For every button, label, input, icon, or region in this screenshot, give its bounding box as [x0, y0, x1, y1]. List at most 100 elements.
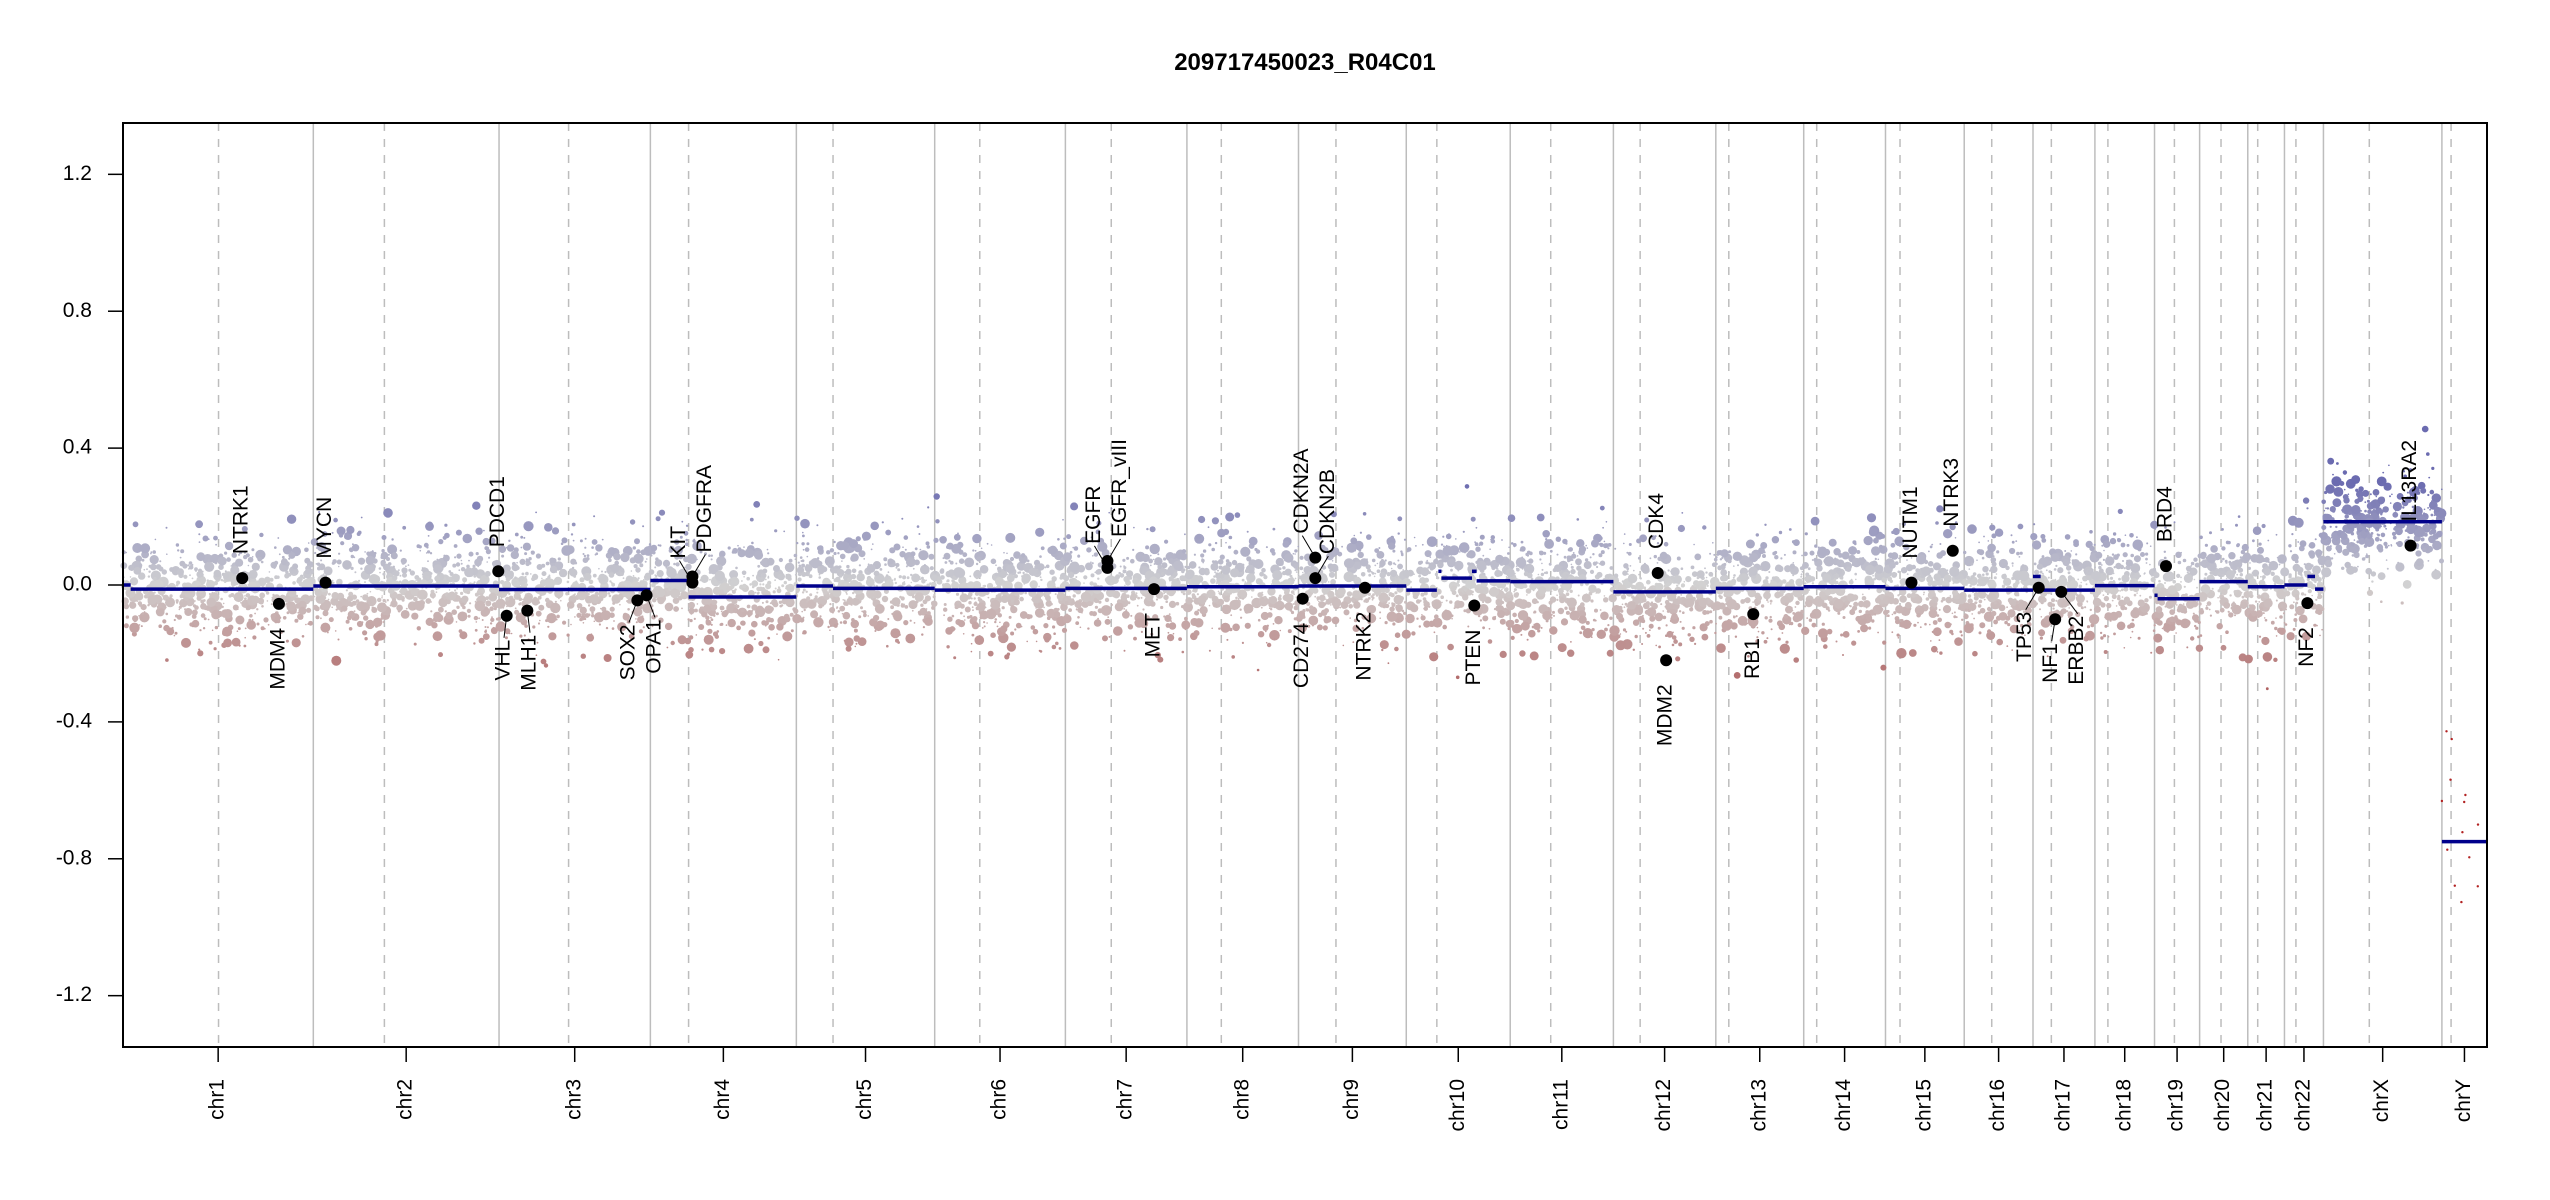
- probe-point: [1030, 625, 1036, 630]
- probe-point: [1721, 556, 1724, 559]
- probe-point: [1308, 615, 1319, 626]
- probe-point: [995, 564, 997, 566]
- probe-point: [411, 612, 419, 620]
- probe-point: [353, 610, 356, 612]
- probe-point: [1230, 568, 1240, 578]
- probe-point: [695, 634, 698, 636]
- probe-point: [1744, 597, 1751, 604]
- probe-point: [1003, 551, 1005, 554]
- probe-point: [995, 577, 1004, 586]
- probe-point: [895, 562, 900, 568]
- probe-point: [1314, 531, 1324, 540]
- probe-point: [1403, 538, 1407, 541]
- probe-point: [1556, 553, 1559, 556]
- probe-point: [401, 567, 408, 574]
- probe-point: [1374, 572, 1377, 575]
- probe-point: [1867, 579, 1874, 585]
- probe-point: [640, 549, 647, 556]
- probe-point: [687, 618, 690, 621]
- probe-point: [1108, 511, 1110, 514]
- probe-point: [1477, 614, 1481, 618]
- probe-point: [1585, 620, 1590, 625]
- probe-point: [251, 562, 260, 571]
- probe-point: [841, 612, 844, 615]
- probe-point: [842, 611, 851, 620]
- probe-point: [539, 612, 542, 615]
- probe-point: [286, 611, 290, 615]
- probe-point: [997, 568, 1002, 573]
- probe-point: [1771, 576, 1776, 581]
- probe-point: [1858, 609, 1863, 614]
- probe-point: [1508, 546, 1510, 549]
- probe-point: [898, 575, 902, 579]
- probe-point: [570, 623, 572, 626]
- probe-point: [1034, 565, 1039, 570]
- probe-point: [974, 549, 977, 552]
- probe-point: [1107, 616, 1110, 619]
- probe-point: [384, 615, 387, 618]
- probe-point: [413, 596, 418, 602]
- probe-point: [519, 602, 522, 604]
- probe-point: [382, 621, 385, 623]
- probe-point: [1525, 601, 1532, 608]
- probe-point: [234, 598, 236, 601]
- probe-point: [1800, 575, 1803, 578]
- probe-point: [1110, 603, 1113, 607]
- probe-point: [1709, 610, 1713, 614]
- probe-point: [1615, 640, 1626, 651]
- probe-point: [570, 533, 574, 536]
- probe-point: [759, 583, 762, 586]
- probe-point: [1104, 606, 1107, 608]
- probe-point: [1311, 612, 1313, 615]
- probe-point: [387, 570, 389, 573]
- probe-point: [808, 574, 813, 579]
- probe-point: [396, 605, 402, 611]
- probe-point: [1752, 563, 1755, 565]
- probe-point: [1222, 606, 1230, 614]
- probe-point: [1675, 656, 1681, 662]
- probe-point: [543, 663, 549, 668]
- probe-point: [716, 630, 720, 633]
- probe-point: [414, 600, 425, 611]
- probe-point: [910, 573, 913, 577]
- probe-point: [1693, 584, 1697, 587]
- probe-point: [1801, 554, 1803, 557]
- probe-point: [1219, 593, 1222, 596]
- probe-point: [762, 583, 765, 586]
- probe-point: [666, 567, 677, 578]
- probe-point: [834, 600, 838, 604]
- probe-point: [1384, 559, 1387, 562]
- probe-point: [1284, 568, 1292, 576]
- probe-point: [748, 590, 755, 597]
- probe-point: [1599, 562, 1601, 565]
- probe-point: [159, 560, 162, 563]
- probe-point: [1231, 559, 1238, 566]
- probe-point: [1093, 619, 1102, 627]
- probe-point: [358, 579, 361, 582]
- probe-point: [1503, 607, 1508, 613]
- probe-point: [1649, 602, 1654, 607]
- probe-point: [187, 564, 190, 567]
- probe-point: [1407, 579, 1409, 581]
- probe-point: [1561, 573, 1565, 578]
- probe-point: [1404, 600, 1407, 604]
- probe-point: [1541, 562, 1543, 565]
- probe-point: [488, 610, 491, 612]
- probe-point: [1781, 597, 1785, 602]
- probe-point: [1589, 599, 1591, 601]
- probe-point: [1626, 551, 1629, 554]
- probe-point: [1726, 599, 1738, 610]
- probe-point: [899, 551, 906, 558]
- probe-point: [285, 639, 289, 643]
- probe-point: [1388, 542, 1396, 550]
- probe-point: [1589, 569, 1595, 575]
- probe-point: [365, 621, 372, 628]
- probe-point: [1257, 631, 1265, 638]
- probe-point: [171, 626, 174, 630]
- probe-point: [1494, 615, 1497, 618]
- probe-point: [1797, 623, 1802, 628]
- probe-point: [1169, 565, 1172, 568]
- probe-point: [206, 579, 215, 589]
- probe-point: [772, 601, 779, 608]
- probe-point: [781, 598, 788, 605]
